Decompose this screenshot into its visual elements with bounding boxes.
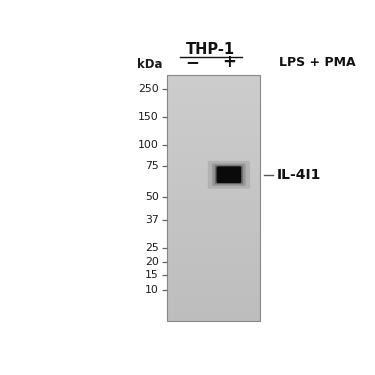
FancyBboxPatch shape [212,164,246,186]
FancyBboxPatch shape [216,166,241,183]
Text: 150: 150 [138,112,159,122]
Text: 20: 20 [145,257,159,267]
Text: IL-4I1: IL-4I1 [277,168,321,182]
Text: kDa: kDa [137,57,163,70]
Text: −: − [186,53,200,71]
Bar [168,75,261,321]
Text: 100: 100 [138,140,159,150]
Text: LPS + PMA: LPS + PMA [279,56,356,69]
Text: 10: 10 [145,285,159,295]
Text: +: + [222,53,236,71]
FancyBboxPatch shape [215,165,243,184]
Text: 50: 50 [145,192,159,202]
Text: 15: 15 [145,270,159,280]
Text: 37: 37 [145,215,159,225]
Text: 25: 25 [145,243,159,254]
Text: 75: 75 [145,161,159,171]
Text: 250: 250 [138,84,159,94]
FancyBboxPatch shape [208,161,250,189]
Text: THP-1: THP-1 [186,42,235,57]
